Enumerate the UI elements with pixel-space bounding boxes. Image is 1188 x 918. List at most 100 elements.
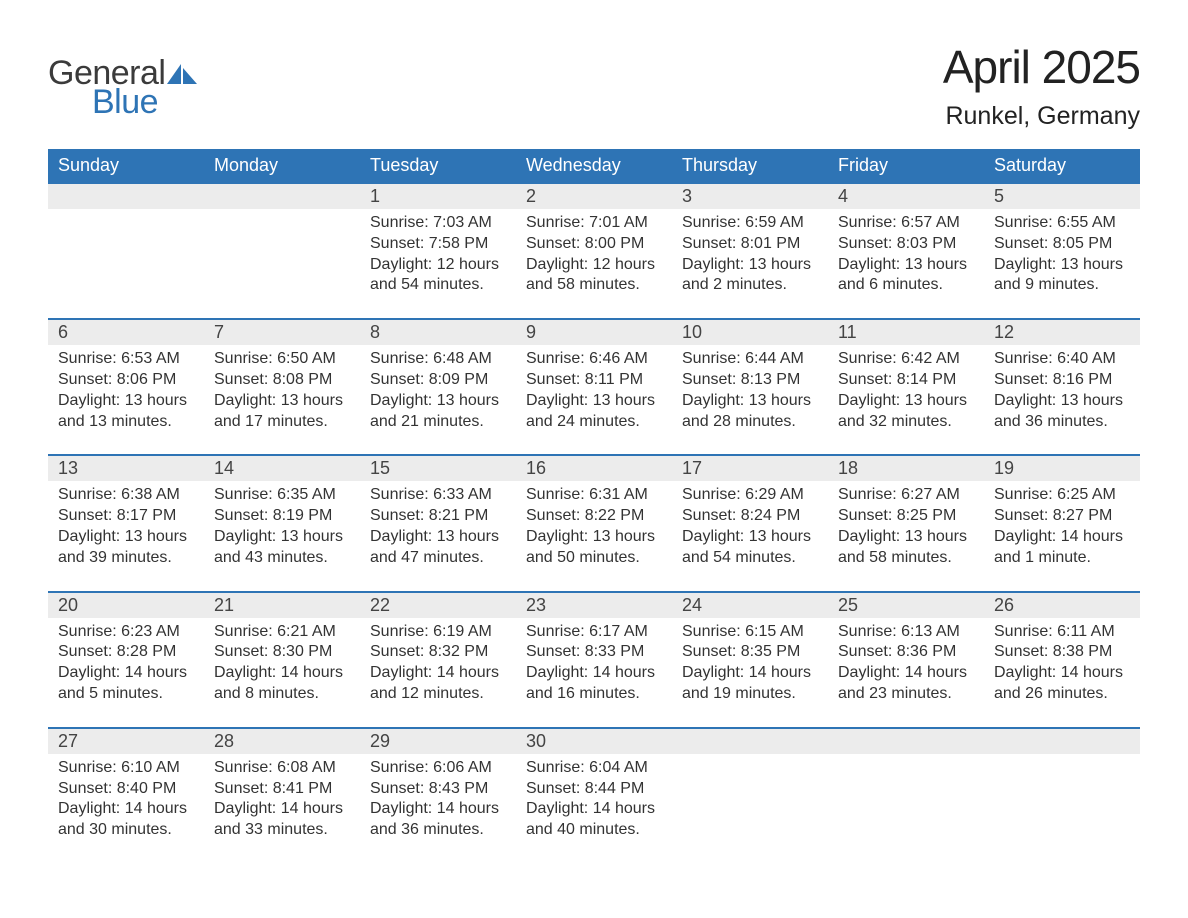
sunset-text: Sunset: 7:58 PM — [370, 234, 506, 255]
day-number: 7 — [214, 322, 224, 342]
sunrise-text: Sunrise: 6:11 AM — [994, 622, 1130, 643]
daylight-line2: and 21 minutes. — [370, 412, 506, 433]
sunrise-text: Sunrise: 6:10 AM — [58, 758, 194, 779]
week-content-row: Sunrise: 6:53 AMSunset: 8:06 PMDaylight:… — [48, 345, 1140, 455]
sunset-text: Sunset: 8:17 PM — [58, 506, 194, 527]
day-header: Wednesday — [516, 149, 672, 183]
daylight-line2: and 1 minute. — [994, 548, 1130, 569]
daylight-line2: and 13 minutes. — [58, 412, 194, 433]
daylight-line1: Daylight: 14 hours — [370, 799, 506, 820]
page-header: General Blue April 2025 Runkel, Germany — [48, 40, 1140, 131]
sunrise-text: Sunrise: 6:40 AM — [994, 349, 1130, 370]
day-content-cell: Sunrise: 6:53 AMSunset: 8:06 PMDaylight:… — [48, 345, 204, 455]
day-number: 3 — [682, 186, 692, 206]
day-content-cell: Sunrise: 6:13 AMSunset: 8:36 PMDaylight:… — [828, 618, 984, 728]
day-content-cell: Sunrise: 6:48 AMSunset: 8:09 PMDaylight:… — [360, 345, 516, 455]
day-content-cell: Sunrise: 6:57 AMSunset: 8:03 PMDaylight:… — [828, 209, 984, 319]
daylight-line2: and 36 minutes. — [994, 412, 1130, 433]
sunrise-text: Sunrise: 6:23 AM — [58, 622, 194, 643]
daylight-line2: and 6 minutes. — [838, 275, 974, 296]
day-content-cell: Sunrise: 6:25 AMSunset: 8:27 PMDaylight:… — [984, 481, 1140, 591]
sunrise-text: Sunrise: 6:27 AM — [838, 485, 974, 506]
sunset-text: Sunset: 8:00 PM — [526, 234, 662, 255]
daylight-line1: Daylight: 14 hours — [370, 663, 506, 684]
day-number-cell: 12 — [984, 319, 1140, 345]
sunrise-text: Sunrise: 6:57 AM — [838, 213, 974, 234]
sunset-text: Sunset: 8:03 PM — [838, 234, 974, 255]
logo: General Blue — [48, 40, 197, 122]
daylight-line2: and 58 minutes. — [526, 275, 662, 296]
day-number-cell — [204, 183, 360, 209]
day-number-cell: 20 — [48, 592, 204, 618]
daylight-line1: Daylight: 14 hours — [994, 663, 1130, 684]
day-number-cell: 13 — [48, 455, 204, 481]
location-label: Runkel, Germany — [943, 102, 1140, 131]
day-header: Friday — [828, 149, 984, 183]
day-number: 21 — [214, 595, 234, 615]
day-number: 15 — [370, 458, 390, 478]
day-number: 6 — [58, 322, 68, 342]
day-content-cell: Sunrise: 6:19 AMSunset: 8:32 PMDaylight:… — [360, 618, 516, 728]
day-content-cell: Sunrise: 6:08 AMSunset: 8:41 PMDaylight:… — [204, 754, 360, 863]
day-header: Tuesday — [360, 149, 516, 183]
daylight-line2: and 8 minutes. — [214, 684, 350, 705]
day-number: 25 — [838, 595, 858, 615]
daylight-line1: Daylight: 13 hours — [370, 391, 506, 412]
daylight-line1: Daylight: 14 hours — [58, 799, 194, 820]
sunrise-text: Sunrise: 6:08 AM — [214, 758, 350, 779]
day-number-cell: 26 — [984, 592, 1140, 618]
day-number-cell: 7 — [204, 319, 360, 345]
daylight-line2: and 17 minutes. — [214, 412, 350, 433]
daylight-line2: and 24 minutes. — [526, 412, 662, 433]
sunset-text: Sunset: 8:09 PM — [370, 370, 506, 391]
daylight-line1: Daylight: 13 hours — [58, 391, 194, 412]
daylight-line2: and 23 minutes. — [838, 684, 974, 705]
day-number-cell: 27 — [48, 728, 204, 754]
week-daynum-row: 20212223242526 — [48, 592, 1140, 618]
day-number: 4 — [838, 186, 848, 206]
day-number-cell: 18 — [828, 455, 984, 481]
sunset-text: Sunset: 8:13 PM — [682, 370, 818, 391]
day-number: 14 — [214, 458, 234, 478]
day-content-cell: Sunrise: 6:04 AMSunset: 8:44 PMDaylight:… — [516, 754, 672, 863]
daylight-line1: Daylight: 14 hours — [214, 663, 350, 684]
daylight-line1: Daylight: 13 hours — [526, 391, 662, 412]
calendar-table: Sunday Monday Tuesday Wednesday Thursday… — [48, 149, 1140, 863]
daylight-line1: Daylight: 14 hours — [838, 663, 974, 684]
day-content-cell: Sunrise: 6:40 AMSunset: 8:16 PMDaylight:… — [984, 345, 1140, 455]
sunset-text: Sunset: 8:35 PM — [682, 642, 818, 663]
day-header-row: Sunday Monday Tuesday Wednesday Thursday… — [48, 149, 1140, 183]
sunrise-text: Sunrise: 6:55 AM — [994, 213, 1130, 234]
day-number: 28 — [214, 731, 234, 751]
daylight-line1: Daylight: 14 hours — [58, 663, 194, 684]
day-number-cell: 5 — [984, 183, 1140, 209]
sunrise-text: Sunrise: 6:15 AM — [682, 622, 818, 643]
sunrise-text: Sunrise: 7:01 AM — [526, 213, 662, 234]
day-number-cell: 14 — [204, 455, 360, 481]
daylight-line2: and 40 minutes. — [526, 820, 662, 841]
day-number-cell — [672, 728, 828, 754]
day-header: Thursday — [672, 149, 828, 183]
week-content-row: Sunrise: 6:10 AMSunset: 8:40 PMDaylight:… — [48, 754, 1140, 863]
sunrise-text: Sunrise: 6:44 AM — [682, 349, 818, 370]
sunrise-text: Sunrise: 6:38 AM — [58, 485, 194, 506]
sunrise-text: Sunrise: 6:48 AM — [370, 349, 506, 370]
day-content-cell — [204, 209, 360, 319]
day-number: 22 — [370, 595, 390, 615]
day-content-cell — [984, 754, 1140, 863]
sunset-text: Sunset: 8:28 PM — [58, 642, 194, 663]
day-content-cell: Sunrise: 6:17 AMSunset: 8:33 PMDaylight:… — [516, 618, 672, 728]
day-number: 23 — [526, 595, 546, 615]
sunset-text: Sunset: 8:08 PM — [214, 370, 350, 391]
day-number-cell: 19 — [984, 455, 1140, 481]
sunset-text: Sunset: 8:33 PM — [526, 642, 662, 663]
week-daynum-row: 12345 — [48, 183, 1140, 209]
day-number: 10 — [682, 322, 702, 342]
daylight-line2: and 33 minutes. — [214, 820, 350, 841]
daylight-line1: Daylight: 13 hours — [994, 391, 1130, 412]
logo-word-blue: Blue — [92, 83, 197, 122]
daylight-line2: and 50 minutes. — [526, 548, 662, 569]
daylight-line1: Daylight: 13 hours — [838, 391, 974, 412]
daylight-line2: and 47 minutes. — [370, 548, 506, 569]
week-daynum-row: 13141516171819 — [48, 455, 1140, 481]
